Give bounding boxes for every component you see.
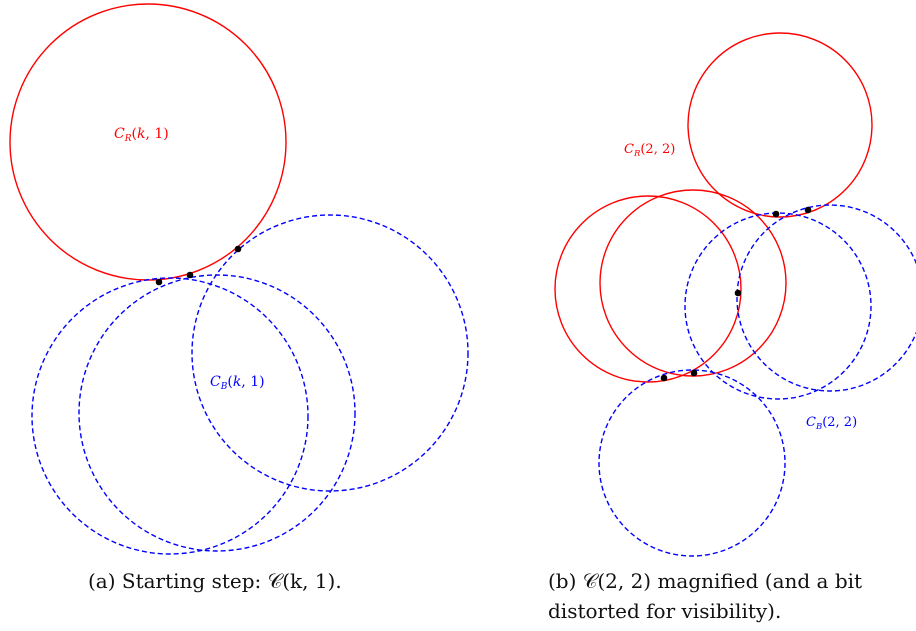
tangent-point: [804, 206, 812, 214]
tangent-point: [772, 210, 780, 218]
red-circle: [687, 32, 873, 218]
blue-dashed-circle: [31, 277, 309, 555]
red-circle-label: CR(2, 2): [624, 142, 675, 159]
blue-dashed-circle: [78, 274, 356, 552]
blue-dashed-circle: [191, 214, 469, 492]
tangent-point: [186, 271, 194, 279]
tangent-point: [734, 289, 742, 297]
caption-b: (b) 𝒞(2, 2) magnified (and a bit distort…: [548, 569, 863, 623]
tangent-point: [690, 369, 698, 377]
blue-dashed-circle: [736, 204, 916, 392]
caption-a: (a) Starting step: 𝒞(k, 1).: [88, 569, 342, 593]
figure-diagram: CR(k, 1) CB(k, 1) CR(2, 2) CB(2, 2): [9, 3, 916, 557]
panel-a: CR(k, 1) CB(k, 1): [9, 3, 469, 555]
blue-circle-label: CB(2, 2): [806, 415, 857, 432]
blue-circle-label: CB(k, 1): [210, 374, 265, 392]
tangent-point: [234, 245, 242, 253]
tangent-point: [155, 278, 163, 286]
red-circle: [599, 189, 787, 377]
blue-dashed-circle: [598, 369, 786, 557]
red-circle: [554, 195, 742, 383]
panel-b: CR(2, 2) CB(2, 2): [554, 32, 916, 557]
red-circle: [9, 3, 287, 281]
tangent-point: [660, 374, 668, 382]
red-circle-label: CR(k, 1): [114, 126, 169, 144]
blue-dashed-circle: [684, 212, 872, 400]
